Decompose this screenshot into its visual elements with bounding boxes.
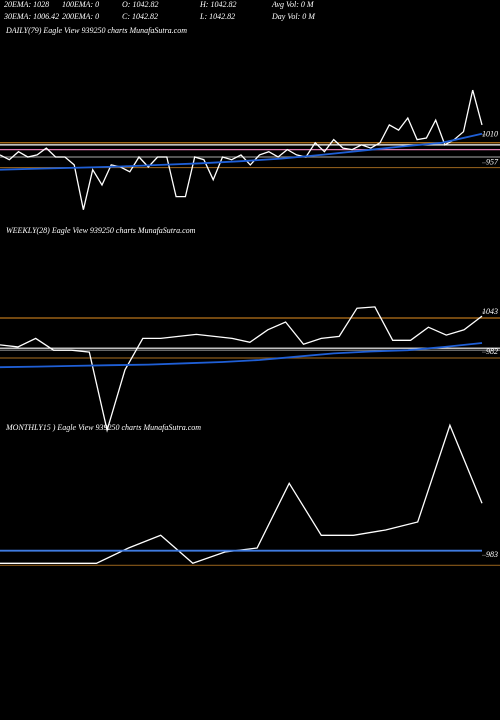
header-text: Day Vol: 0 M <box>271 12 316 21</box>
panel-label: MONTHLY15 ) Eagle View 939250 charts Mun… <box>5 423 201 432</box>
y-tick-label: 957 <box>486 158 499 167</box>
price-line <box>0 306 483 433</box>
panel-label: DAILY(79) Eagle View 939250 charts Munaf… <box>5 26 187 35</box>
y-tick-label: 982 <box>486 347 498 356</box>
price-line <box>0 423 483 565</box>
header-text: H: 1042.82 <box>199 0 236 9</box>
header-text: 20EMA: 1028 <box>4 0 49 9</box>
panel-label: WEEKLY(28) Eagle View 939250 charts Muna… <box>6 226 196 235</box>
y-tick-label: 1043 <box>482 307 498 316</box>
y-tick-label: 1010 <box>482 130 498 139</box>
header-text: 30EMA: 1006.42 <box>3 12 59 21</box>
header-text: Avg Vol: 0 M <box>271 0 315 9</box>
header-text: L: 1042.82 <box>199 12 235 21</box>
price-line <box>0 89 483 210</box>
header-text: 200EMA: 0 <box>62 12 99 21</box>
price-line <box>0 342 483 369</box>
y-tick-label: 983 <box>486 550 498 559</box>
header-text: 100EMA: 0 <box>62 0 99 9</box>
header-text: O: 1042.82 <box>122 0 158 9</box>
price-line <box>0 132 483 171</box>
header-text: C: 1042.82 <box>122 12 158 21</box>
